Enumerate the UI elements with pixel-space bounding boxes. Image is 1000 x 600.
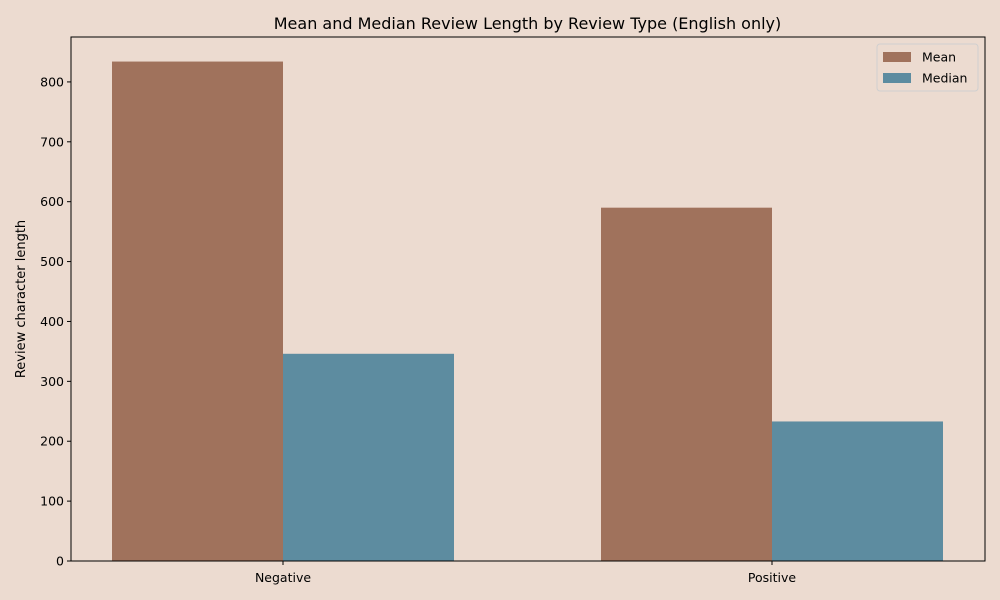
legend-swatch-mean xyxy=(883,52,911,62)
y-tick-label: 400 xyxy=(40,314,64,329)
legend-swatch-median xyxy=(883,73,911,83)
x-axis: Negative Positive xyxy=(255,561,796,585)
bar-mean-negative xyxy=(112,61,283,562)
y-tick-label: 100 xyxy=(40,494,64,509)
bar-median-positive xyxy=(772,421,943,561)
chart-title: Mean and Median Review Length by Review … xyxy=(274,14,782,33)
x-tick-label: Positive xyxy=(748,570,796,585)
bar-mean-positive xyxy=(601,207,772,561)
y-tick-label: 500 xyxy=(40,254,64,269)
bar-median-negative xyxy=(283,353,454,561)
y-tick-label: 800 xyxy=(40,74,64,89)
legend: Mean Median xyxy=(876,43,979,92)
legend-label-mean: Mean xyxy=(922,50,956,65)
y-tick-label: 0 xyxy=(56,554,64,569)
y-axis-label: Review character length xyxy=(14,220,29,378)
y-tick-label: 200 xyxy=(40,434,64,449)
plot-frame xyxy=(70,36,986,562)
legend-label-median: Median xyxy=(922,71,967,86)
y-tick-label: 600 xyxy=(40,194,64,209)
y-tick-label: 300 xyxy=(40,374,64,389)
y-tick-label: 700 xyxy=(40,134,64,149)
bars-group xyxy=(112,61,943,562)
x-tick-label: Negative xyxy=(255,570,311,585)
y-axis: 0 100 200 300 400 500 600 700 800 xyxy=(40,74,71,569)
